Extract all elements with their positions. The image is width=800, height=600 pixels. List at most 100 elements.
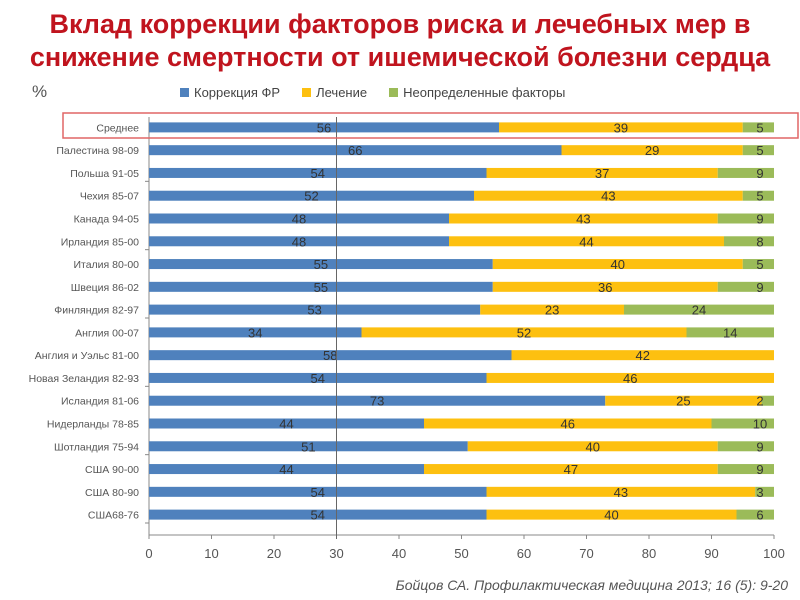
- bar-segment-undetermined: [711, 418, 774, 429]
- bar-segment-risk-correction: [149, 259, 493, 270]
- data-label: 51: [301, 439, 315, 454]
- data-label: 40: [611, 257, 625, 272]
- data-label: 43: [614, 485, 628, 500]
- bar-segment-risk-correction: [149, 418, 424, 429]
- data-label: 9: [756, 462, 763, 477]
- bar-segment-treatment: [492, 259, 743, 270]
- bar-segment-risk-correction: [149, 486, 487, 497]
- x-tick-label: 90: [704, 546, 718, 561]
- data-label: 24: [692, 303, 706, 318]
- data-label: 5: [756, 257, 763, 272]
- bar-segment-treatment: [480, 304, 624, 315]
- bar-segment-undetermined: [742, 145, 774, 156]
- data-label: 54: [311, 166, 325, 181]
- bar-segment-risk-correction: [149, 281, 493, 292]
- data-label: 46: [623, 371, 637, 386]
- bar-segment-risk-correction: [149, 190, 474, 201]
- bar-segment-undetermined: [717, 213, 774, 224]
- bar-segment-undetermined: [717, 441, 774, 452]
- category-label: Италия 80-00: [73, 259, 139, 271]
- bar-segment-undetermined: [724, 236, 774, 247]
- data-label: 40: [604, 508, 618, 523]
- data-label: 43: [576, 212, 590, 227]
- data-label: 52: [304, 189, 318, 204]
- category-label: Ирландия 85-00: [61, 236, 139, 248]
- x-tick-label: 30: [329, 546, 343, 561]
- x-tick-label: 50: [454, 546, 468, 561]
- category-label: Швеция 86-02: [71, 282, 139, 294]
- x-tick-label: 0: [145, 546, 152, 561]
- bar-segment-risk-correction: [149, 213, 449, 224]
- data-label: 73: [370, 394, 384, 409]
- data-label: 66: [348, 143, 362, 158]
- category-label: Канада 94-05: [74, 214, 139, 226]
- bar-segment-risk-correction: [149, 350, 512, 361]
- highlight-box: [62, 112, 799, 139]
- bar-segment-risk-correction: [149, 509, 487, 520]
- category-label: Англия и Уэльс 81-00: [35, 350, 139, 362]
- category-label: США68-76: [88, 510, 139, 522]
- bar-segment-undetermined: [736, 509, 774, 520]
- data-label: 8: [756, 234, 763, 249]
- bar-segment-treatment: [449, 236, 724, 247]
- bar-segment-undetermined: [686, 327, 774, 338]
- data-label: 47: [564, 462, 578, 477]
- legend-swatch-undetermined: [389, 88, 399, 97]
- x-tick-label: 20: [267, 546, 281, 561]
- data-label: 48: [292, 212, 306, 227]
- bar-segment-treatment: [605, 395, 762, 406]
- data-label: 9: [756, 212, 763, 227]
- data-label: 9: [756, 280, 763, 295]
- data-label: 55: [314, 280, 328, 295]
- data-label: 5: [756, 143, 763, 158]
- data-label: 44: [579, 234, 593, 249]
- category-label: Польша 91-05: [70, 168, 139, 180]
- legend-label-treatment: Лечение: [316, 85, 368, 100]
- data-label: 36: [598, 280, 612, 295]
- bar-segment-risk-correction: [149, 464, 424, 475]
- x-tick-label: 40: [392, 546, 406, 561]
- chart-legend: Коррекция ФР Лечение Неопределенные факт…: [180, 85, 565, 100]
- data-label: 25: [676, 394, 690, 409]
- legend-label-undetermined: Неопределенные факторы: [403, 85, 566, 100]
- bar-segment-undetermined: [742, 259, 774, 270]
- data-label: 42: [636, 348, 650, 363]
- data-label: 2: [756, 394, 763, 409]
- data-label: 54: [311, 371, 325, 386]
- data-label: 54: [311, 508, 325, 523]
- category-label: Среднее: [96, 122, 139, 134]
- data-label: 53: [307, 303, 321, 318]
- data-label: 48: [292, 234, 306, 249]
- bar-segment-treatment: [424, 418, 712, 429]
- bar-segment-undetermined: [742, 190, 774, 201]
- data-label: 5: [756, 120, 763, 135]
- data-label: 56: [317, 120, 331, 135]
- bar-segment-treatment: [561, 145, 743, 156]
- bar-segment-risk-correction: [149, 236, 449, 247]
- data-label: 9: [756, 439, 763, 454]
- bar-segment-risk-correction: [149, 372, 487, 383]
- category-label: Англия 00-07: [75, 327, 139, 339]
- data-label: 40: [586, 439, 600, 454]
- bar-segment-undetermined: [717, 464, 774, 475]
- x-tick-label: 80: [642, 546, 656, 561]
- data-label: 34: [248, 325, 262, 340]
- data-label: 43: [601, 189, 615, 204]
- y-axis-unit-label: %: [32, 82, 48, 101]
- category-label: Новая Зеландия 82-93: [29, 373, 140, 385]
- category-label: США 80-90: [85, 487, 139, 499]
- bar-segment-treatment: [492, 281, 718, 292]
- legend-item-undetermined: Неопределенные факторы: [389, 85, 565, 100]
- bar-segment-treatment: [511, 350, 774, 361]
- data-label: 54: [311, 485, 325, 500]
- category-label: Нидерланды 78-85: [47, 419, 139, 431]
- legend-swatch-risk-correction: [180, 88, 189, 97]
- category-label: Палестина 98-09: [56, 145, 139, 157]
- legend-item-risk-correction: Коррекция ФР: [180, 85, 280, 100]
- bar-segment-risk-correction: [149, 145, 562, 156]
- bar-segment-treatment: [486, 372, 774, 383]
- legend-item-treatment: Лечение: [302, 85, 367, 100]
- bar-segment-risk-correction: [149, 441, 468, 452]
- data-label: 10: [753, 417, 767, 432]
